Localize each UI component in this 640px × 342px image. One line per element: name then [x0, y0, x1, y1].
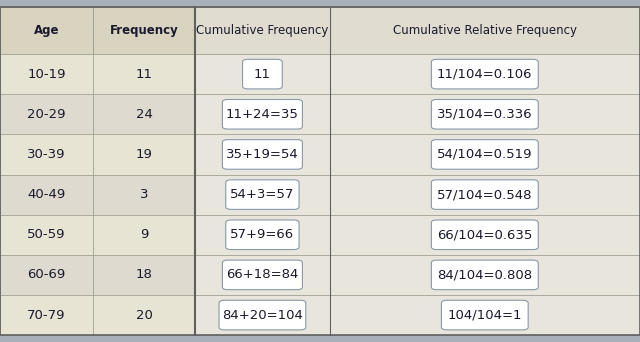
Text: 11: 11 [136, 68, 152, 81]
Bar [195, 255, 330, 295]
Text: 19: 19 [136, 148, 152, 161]
Bar [0, 295, 93, 335]
FancyBboxPatch shape [431, 260, 538, 290]
Bar [93, 134, 195, 174]
Text: Cumulative Relative Frequency: Cumulative Relative Frequency [393, 24, 577, 37]
Text: 30-39: 30-39 [27, 148, 66, 161]
Text: 84/104=0.808: 84/104=0.808 [437, 268, 532, 281]
Bar [330, 94, 640, 134]
Bar [330, 215, 640, 255]
Text: 24: 24 [136, 108, 152, 121]
FancyBboxPatch shape [226, 220, 299, 250]
Bar [93, 174, 195, 215]
Bar [93, 295, 195, 335]
FancyBboxPatch shape [431, 140, 538, 169]
Bar [93, 215, 195, 255]
Bar [195, 174, 330, 215]
Bar [330, 295, 640, 335]
Text: Frequency: Frequency [109, 24, 179, 37]
Text: 10-19: 10-19 [27, 68, 66, 81]
Text: 54+3=57: 54+3=57 [230, 188, 294, 201]
Bar [195, 94, 330, 134]
Text: 60-69: 60-69 [28, 268, 65, 281]
Text: 11/104=0.106: 11/104=0.106 [437, 68, 532, 81]
FancyBboxPatch shape [431, 180, 538, 209]
Text: 104/104=1: 104/104=1 [447, 308, 522, 321]
Bar [195, 215, 330, 255]
Bar [93, 255, 195, 295]
Bar [0, 255, 93, 295]
Bar [330, 255, 640, 295]
Text: 66/104=0.635: 66/104=0.635 [437, 228, 532, 241]
FancyBboxPatch shape [442, 300, 528, 330]
Text: 11: 11 [254, 68, 271, 81]
Text: 20-29: 20-29 [27, 108, 66, 121]
Text: 40-49: 40-49 [28, 188, 65, 201]
Text: 50-59: 50-59 [27, 228, 66, 241]
Bar [93, 7, 195, 54]
Bar [195, 295, 330, 335]
Text: 9: 9 [140, 228, 148, 241]
Bar [0, 94, 93, 134]
Bar [195, 54, 330, 94]
Text: Cumulative Frequency: Cumulative Frequency [196, 24, 328, 37]
Text: 70-79: 70-79 [27, 308, 66, 321]
Text: 57/104=0.548: 57/104=0.548 [437, 188, 532, 201]
Bar [330, 7, 640, 54]
Text: 54/104=0.519: 54/104=0.519 [437, 148, 532, 161]
Bar [195, 134, 330, 174]
FancyBboxPatch shape [431, 220, 538, 250]
FancyBboxPatch shape [243, 59, 282, 89]
Text: 18: 18 [136, 268, 152, 281]
Text: 3: 3 [140, 188, 148, 201]
Text: 11+24=35: 11+24=35 [226, 108, 299, 121]
FancyBboxPatch shape [223, 260, 302, 290]
Text: Age: Age [34, 24, 59, 37]
FancyBboxPatch shape [219, 300, 306, 330]
Text: 57+9=66: 57+9=66 [230, 228, 294, 241]
Bar [0, 174, 93, 215]
Text: 35+19=54: 35+19=54 [226, 148, 299, 161]
Bar [330, 134, 640, 174]
Text: 66+18=84: 66+18=84 [226, 268, 299, 281]
FancyBboxPatch shape [223, 140, 302, 169]
Text: 84+20=104: 84+20=104 [222, 308, 303, 321]
FancyBboxPatch shape [431, 59, 538, 89]
Bar [0, 134, 93, 174]
Bar [330, 54, 640, 94]
Bar [0, 215, 93, 255]
FancyBboxPatch shape [226, 180, 299, 209]
Text: 20: 20 [136, 308, 152, 321]
Bar [0, 7, 93, 54]
FancyBboxPatch shape [223, 100, 302, 129]
Bar [195, 7, 330, 54]
Bar [330, 174, 640, 215]
Bar [93, 54, 195, 94]
Text: 35/104=0.336: 35/104=0.336 [437, 108, 532, 121]
FancyBboxPatch shape [431, 100, 538, 129]
Bar [0, 54, 93, 94]
Bar [93, 94, 195, 134]
